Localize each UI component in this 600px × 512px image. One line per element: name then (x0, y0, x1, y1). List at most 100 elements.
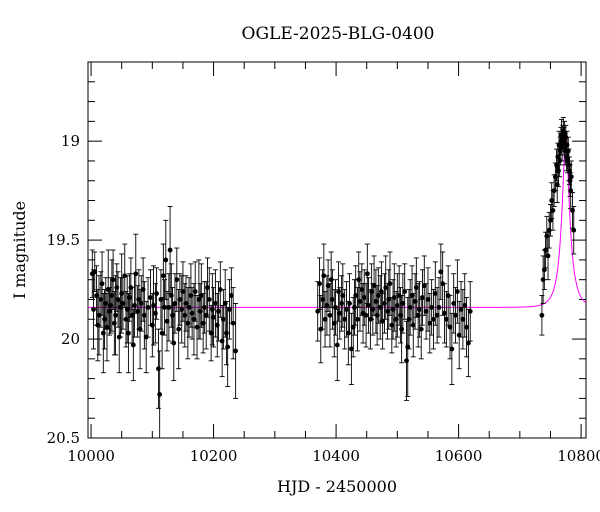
model-curve (88, 134, 587, 308)
data-point (206, 297, 212, 302)
data-point (556, 168, 561, 174)
x-tick-label: 10200 (190, 447, 238, 465)
data-point (208, 330, 214, 336)
data-point (194, 324, 200, 330)
y-tick-label: 19.5 (47, 231, 80, 249)
data-point (166, 304, 172, 310)
data-point (205, 285, 210, 290)
data-point (369, 289, 375, 294)
data-point (163, 257, 169, 263)
data-point (467, 308, 473, 314)
data-point (154, 291, 160, 296)
data-point (359, 287, 365, 292)
data-point (545, 253, 551, 259)
data-point (427, 320, 433, 326)
data-point (180, 289, 186, 294)
plot-frame (87, 61, 587, 439)
y-tick-label: 20 (61, 330, 80, 348)
data-point (443, 316, 449, 322)
data-point (132, 303, 137, 308)
data-point (138, 301, 144, 306)
data-point (416, 306, 422, 312)
data-point (115, 297, 121, 302)
data-point (111, 320, 117, 326)
data-point (356, 277, 362, 283)
data-point (217, 287, 223, 292)
data-point (415, 312, 421, 318)
data-point (127, 295, 133, 300)
x-tick-label: 10000 (67, 447, 115, 465)
data-point (407, 304, 413, 310)
data-point (420, 295, 425, 300)
data-point (96, 312, 102, 318)
data-point (110, 277, 116, 283)
data-point (225, 344, 231, 350)
y-axis-label: I magnitude (10, 201, 29, 299)
data-point (216, 308, 221, 314)
data-point (387, 281, 393, 287)
data-point (114, 285, 120, 290)
data-point (162, 304, 167, 310)
data-point (568, 188, 574, 194)
data-point (331, 320, 337, 326)
x-tick-label: 10400 (312, 447, 360, 465)
data-point (462, 303, 468, 308)
data-point (565, 148, 571, 154)
axis-ticks (88, 61, 586, 439)
data-point (366, 303, 371, 308)
data-point (168, 293, 174, 298)
data-point (385, 308, 390, 314)
data-point (425, 297, 431, 302)
data-point (198, 293, 204, 298)
data-point (458, 306, 464, 312)
data-point (456, 332, 462, 338)
data-point (413, 285, 419, 290)
data-point (320, 297, 326, 302)
data-point (404, 358, 409, 364)
data-point (113, 312, 118, 318)
data-point (451, 301, 457, 306)
data-point (390, 306, 396, 312)
data-point (564, 142, 570, 148)
data-point (454, 289, 460, 294)
tick-labels: 10000 10200 10400 10600 10800 19 19.5 20 20.5 (47, 132, 600, 465)
data-point (188, 293, 194, 298)
data-point (438, 269, 444, 275)
data-point (327, 312, 333, 318)
data-point (380, 318, 386, 324)
data-point (434, 312, 440, 318)
data-point (344, 306, 349, 312)
data-point (539, 312, 545, 318)
data-point (330, 297, 335, 302)
data-point (100, 330, 106, 336)
data-point (464, 324, 469, 330)
data-point (383, 285, 389, 290)
data-point (541, 267, 547, 273)
data-point (103, 301, 109, 306)
data-point (164, 318, 170, 324)
data-point (412, 299, 418, 304)
data-point (382, 301, 387, 306)
data-point (465, 340, 471, 346)
data-point (92, 269, 98, 275)
data-point (186, 304, 192, 310)
data-point (176, 326, 182, 332)
data-point (375, 293, 381, 298)
data-point (410, 322, 416, 328)
data-point (214, 322, 220, 328)
data-point (328, 277, 334, 283)
data-point (568, 174, 574, 180)
data-point (179, 306, 185, 312)
data-point (325, 283, 331, 289)
data-point (436, 304, 442, 310)
data-point (109, 293, 115, 298)
data-point (145, 304, 151, 310)
data-point (371, 283, 377, 289)
data-point (321, 273, 327, 279)
data-point (227, 306, 232, 312)
data-point (432, 291, 438, 296)
data-point (196, 297, 202, 302)
x-axis-label: HJD - 2450000 (277, 477, 397, 496)
data-point (177, 297, 183, 302)
